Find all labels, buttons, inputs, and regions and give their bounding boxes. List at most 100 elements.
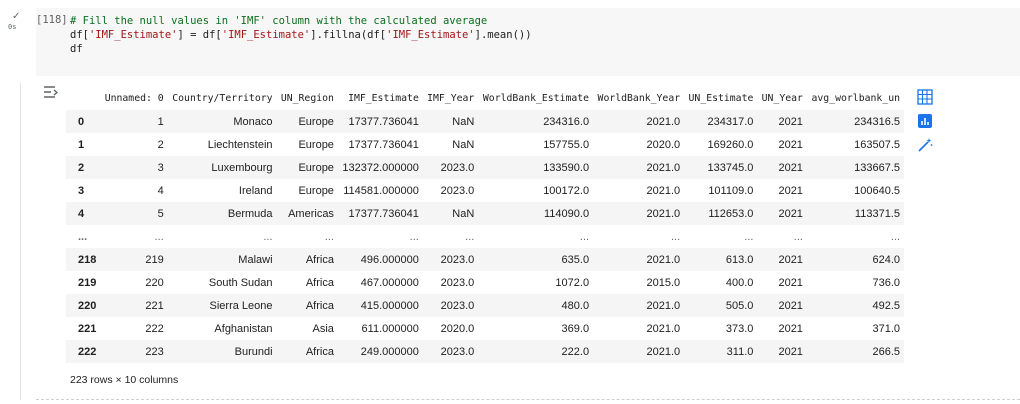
table-cell: 2021	[778, 345, 803, 358]
table-cell: 5	[157, 207, 164, 220]
table-cell: Luxembourg	[211, 161, 273, 174]
table-row: 0 1 Monaco Europe 17377.736041 NaN 234316.0 202…	[66, 110, 904, 133]
table-cell: Malawi	[238, 253, 273, 266]
table-cell: 505.0	[725, 299, 754, 312]
row-index: 4	[78, 207, 85, 220]
table-row: 219 220 South Sudan Africa 467.000000 2023.0 1…	[66, 271, 904, 294]
run-time: 0s	[8, 23, 17, 31]
dataframe-table: Unnamed: 0 Country/Territory UN_Region IMF_…	[66, 87, 904, 363]
table-cell: 2020.0	[440, 322, 475, 335]
cell-divider	[36, 399, 1020, 400]
table-cell: 17377.736041	[348, 138, 419, 151]
run-status[interactable]: ✓ 0s	[8, 11, 34, 37]
table-cell: 2021.0	[646, 299, 681, 312]
row-index: ...	[78, 230, 88, 243]
table-cell: 133667.5	[854, 161, 900, 174]
table-cell: 133590.0	[543, 161, 590, 174]
table-cell: 2021.0	[646, 115, 681, 128]
table-cell: 2023.0	[440, 253, 475, 266]
table-row: 1 2 Liechtenstein Europe 17377.736041 NaN 1577…	[66, 133, 904, 156]
table-cell: ...	[263, 230, 273, 243]
table-cell: 220	[145, 276, 164, 289]
table-cell: 2021	[778, 276, 803, 289]
table-cell: Europe	[298, 161, 334, 174]
column-header: WorldBank_Year	[597, 93, 681, 104]
table-cell: 373.0	[725, 322, 754, 335]
dataframe-output: Unnamed: 0 Country/Territory UN_Region IMF_…	[66, 87, 906, 363]
row-index: 220	[78, 299, 97, 312]
table-cell: 114581.000000	[343, 184, 419, 197]
run-success-icon: ✓	[12, 11, 21, 22]
table-cell: 480.0	[561, 299, 590, 312]
table-cell: 492.5	[872, 299, 900, 312]
table-cell: 133745.0	[707, 161, 754, 174]
table-cell: 100172.0	[543, 184, 590, 197]
table-cell: 613.0	[725, 253, 754, 266]
table-view-icon[interactable]	[916, 88, 934, 106]
magic-wand-icon[interactable]	[916, 136, 934, 154]
code-token: ] = df[	[177, 29, 222, 41]
dataframe-shape: 223 rows × 10 columns	[70, 374, 179, 386]
table-cell: 266.5	[872, 345, 900, 358]
table-cell: 163507.5	[854, 138, 900, 151]
table-cell: 496.000000	[360, 253, 419, 266]
table-cell: 2021.0	[646, 161, 681, 174]
table-cell: 132372.000000	[342, 161, 419, 174]
index-header	[66, 87, 100, 110]
table-cell: 2020.0	[646, 138, 681, 151]
row-index: 1	[78, 138, 85, 151]
column-header: Unnamed: 0	[104, 93, 164, 104]
output-toggle-icon[interactable]	[42, 84, 60, 100]
table-cell: 611.000000	[361, 322, 419, 335]
table-cell: 369.0	[561, 322, 590, 335]
table-cell: 3	[157, 161, 164, 174]
table-cell: 112653.0	[708, 207, 754, 220]
table-cell: Americas	[288, 207, 334, 220]
table-cell: Ireland	[238, 184, 273, 197]
column-header: IMF_Year	[427, 93, 475, 104]
table-row: .................................	[66, 225, 904, 248]
table-cell: 2021	[778, 253, 803, 266]
table-cell: 223	[145, 345, 164, 358]
table-cell: 221	[145, 299, 164, 312]
code-editor[interactable]: [118] # Fill the null values in 'IMF' co…	[36, 8, 1020, 76]
table-cell: South Sudan	[208, 276, 273, 289]
table-cell: 2023.0	[440, 161, 475, 174]
code-token: df[	[70, 29, 89, 41]
table-cell: 415.000000	[360, 299, 419, 312]
code-lines[interactable]: # Fill the null values in 'IMF' column w…	[70, 14, 532, 56]
table-cell: Afghanistan	[214, 322, 273, 335]
code-string: 'IMF_Estimate'	[221, 29, 311, 41]
table-cell: Africa	[305, 299, 334, 312]
table-cell: 2021.0	[646, 322, 681, 335]
table-cell: 2021.0	[646, 345, 681, 358]
table-cell: 2	[157, 138, 164, 151]
table-cell: Sierra Leone	[209, 299, 273, 312]
table-cell: 2023.0	[440, 184, 475, 197]
code-token: ].mean())	[474, 29, 532, 41]
table-cell: 2015.0	[646, 276, 681, 289]
chart-suggest-icon[interactable]	[916, 112, 934, 130]
table-cell: Monaco	[233, 115, 273, 128]
table-row: 3 4 Ireland Europe 114581.000000 2023.0 100172…	[66, 179, 904, 202]
table-cell: 2021	[778, 138, 803, 151]
table-cell: Africa	[305, 345, 334, 358]
table-cell: 101109.0	[708, 184, 754, 197]
column-header: avg_worlbank_un	[811, 93, 900, 104]
table-cell: 400.0	[725, 276, 754, 289]
table-cell: ...	[409, 230, 419, 243]
code-string: 'IMF_Estimate'	[88, 29, 178, 41]
table-cell: 113371.5	[854, 207, 900, 220]
row-index: 219	[78, 276, 97, 289]
table-cell: Europe	[298, 115, 334, 128]
table-cell: 222.0	[561, 345, 590, 358]
table-cell: 234317.0	[707, 115, 754, 128]
row-index: 2	[78, 161, 85, 174]
table-cell: 169260.0	[707, 138, 754, 151]
column-header: UN_Year	[761, 93, 803, 104]
table-cell: 234316.0	[543, 115, 590, 128]
table-cell: 2021	[778, 207, 803, 220]
table-cell: 157755.0	[543, 138, 590, 151]
table-cell: Europe	[298, 184, 334, 197]
table-cell: 736.0	[872, 276, 900, 289]
